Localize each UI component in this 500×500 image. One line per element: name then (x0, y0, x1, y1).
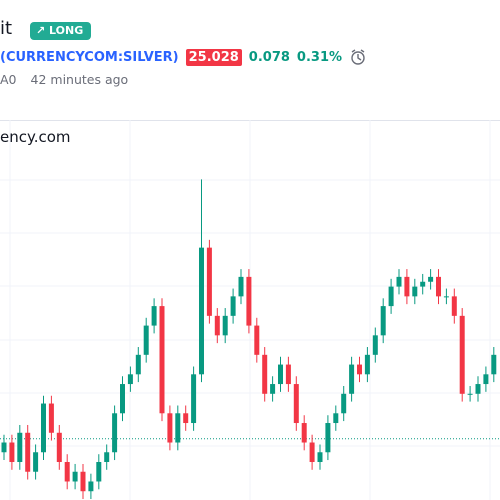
candle-body (175, 413, 181, 443)
candle-body (443, 296, 449, 298)
candle-body (246, 276, 252, 326)
candle-body (262, 354, 268, 394)
candle-body (183, 413, 189, 424)
candle-body (436, 276, 441, 297)
candle-body (56, 432, 62, 462)
candle-body (33, 452, 39, 472)
symbol-row: (CURRENCYCOM:SILVER) 25.028 0.078 0.31% (0, 48, 369, 66)
candle-body (404, 276, 410, 297)
candle-body (214, 315, 220, 336)
candle-body (222, 315, 228, 336)
candle-body (143, 325, 149, 355)
change-percent: 0.31% (296, 49, 343, 65)
candle-body (199, 247, 204, 375)
candle-body (293, 384, 299, 424)
candle-body (96, 462, 102, 482)
candle-body (104, 452, 110, 462)
long-badge[interactable]: ↗ LONG (30, 22, 92, 40)
candle-body (491, 354, 497, 375)
candle-body (396, 276, 402, 287)
badge-label: LONG (49, 24, 84, 37)
candle-body (270, 384, 276, 394)
publish-time: 42 minutes ago (30, 72, 129, 87)
candle-body (420, 281, 426, 287)
chart: ency.com (0, 120, 500, 500)
meta-row: A0 42 minutes ago (0, 72, 128, 87)
candle-body (80, 471, 86, 492)
alarm-icon[interactable] (349, 48, 369, 66)
candle-body (230, 296, 236, 316)
candle-body (317, 452, 323, 462)
author[interactable]: A0 (0, 72, 17, 87)
candle-body (191, 374, 197, 424)
candle-body (64, 462, 70, 482)
candle-body (467, 393, 473, 395)
candle-body (412, 286, 418, 297)
candle-body (120, 384, 125, 414)
candle-body (388, 286, 394, 307)
candle-body (301, 423, 307, 443)
candle-body (357, 364, 362, 375)
candle-body (380, 306, 386, 336)
candle-body (333, 413, 339, 424)
candle-body (483, 374, 489, 385)
candle-body (41, 403, 46, 453)
candle-body (475, 384, 481, 394)
candle-body (167, 413, 173, 443)
watermark: ency.com (0, 128, 71, 146)
candle-body (325, 423, 331, 453)
candle-body (428, 276, 434, 282)
candle-body (254, 325, 260, 355)
candle-body (17, 432, 23, 462)
candle-body (112, 413, 118, 453)
symbol[interactable]: (CURRENCYCOM:SILVER) (0, 49, 179, 65)
candle-body (278, 364, 283, 385)
candle-body (9, 442, 15, 462)
candle-body (364, 354, 370, 375)
candle-body (285, 364, 291, 385)
candle-body (459, 315, 465, 394)
candle-body (349, 364, 355, 394)
candle-body (159, 306, 165, 414)
candle-body (72, 471, 78, 482)
candle-body (127, 374, 133, 385)
candle-body (1, 442, 7, 453)
change: 0.078 (248, 49, 290, 65)
candle-body (25, 432, 31, 472)
price: 25.028 (185, 48, 242, 66)
candle-body (135, 354, 141, 375)
candle-body (451, 296, 457, 316)
candle-body (88, 481, 94, 492)
candle-body (151, 306, 157, 326)
candle-body (309, 442, 315, 462)
candle-body (238, 276, 244, 297)
arrow-icon: ↗ (36, 24, 50, 37)
candle-body (341, 393, 347, 414)
candle-body (206, 247, 212, 316)
candle-body (48, 403, 54, 433)
candle-body (372, 335, 378, 355)
idea-title: it (0, 18, 13, 39)
